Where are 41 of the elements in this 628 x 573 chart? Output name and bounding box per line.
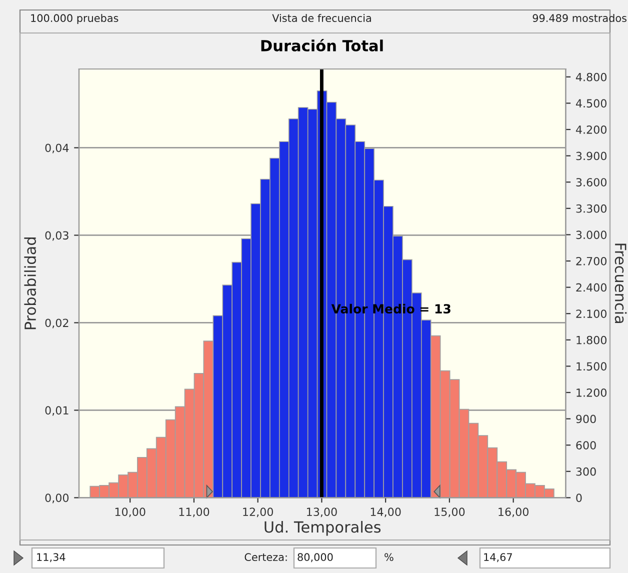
y-tick-label: 0,01 <box>45 406 68 416</box>
x-tick-label: 11,00 <box>179 508 210 518</box>
x-axis-title: Ud. Temporales <box>264 520 381 536</box>
text: Vista de frecuencia <box>272 14 371 22</box>
y2-tick-label: 4.200 <box>576 125 606 134</box>
y2-tick-label: 1.200 <box>576 388 606 397</box>
y2-tick-label: 600 <box>576 441 596 450</box>
x-tick-label: 12,00 <box>243 508 274 518</box>
y2-tick-label: 0 <box>576 494 582 502</box>
text: 99.489 mostrados <box>532 14 626 22</box>
y2-tick-label: 3.900 <box>576 152 606 160</box>
chart-title: Duración Total <box>261 38 383 52</box>
text: Certeza: <box>244 553 287 562</box>
x-tick-label: 15,00 <box>434 508 465 518</box>
y-tick-label: 0,04 <box>45 144 69 154</box>
y2-tick-label: 1.800 <box>576 336 606 344</box>
text: 14,67 <box>484 553 512 562</box>
y2-tick-label: 4.500 <box>576 99 606 108</box>
y2-tick-label: 1.500 <box>576 362 606 371</box>
x-tick-label: 10,00 <box>115 508 146 518</box>
y2-tick-label: 3.300 <box>576 204 606 213</box>
y2-tick-label: 900 <box>576 414 596 424</box>
y2-tick-label: 4.800 <box>576 72 606 82</box>
y2-tick-label: 2.700 <box>576 256 606 266</box>
text: 11,34 <box>37 553 66 562</box>
y2-tick-label: 3.600 <box>576 178 606 186</box>
y2-tick-label: 2.100 <box>576 310 606 318</box>
x-tick-label: 16,00 <box>498 508 528 518</box>
x-tick-label: 14,00 <box>370 508 401 518</box>
y-tick-label: 0,03 <box>45 231 68 241</box>
text: 100.000 pruebas <box>31 14 118 24</box>
y2-tick-label: 3.000 <box>576 230 606 240</box>
y-tick-label: 0,02 <box>45 318 68 328</box>
text: % <box>384 553 394 562</box>
y2-tick-label: 300 <box>576 467 596 476</box>
text: 80,000 <box>298 553 333 562</box>
x-tick-label: 13,00 <box>307 508 337 518</box>
y-axis-title: Probabilidad <box>24 238 36 330</box>
y-tick-label: 0,00 <box>45 494 69 504</box>
y2-axis-title: Frecuencia <box>614 244 627 324</box>
y2-tick-label: 2.400 <box>576 283 606 292</box>
